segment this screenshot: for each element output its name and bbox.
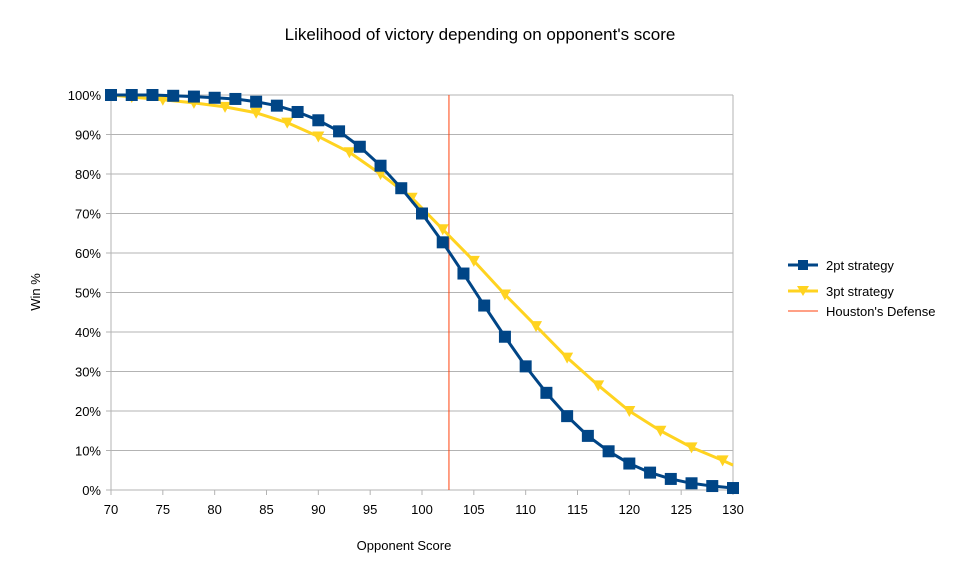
data-point-2pt xyxy=(208,91,221,104)
x-tick-label: 110 xyxy=(515,502,536,517)
data-point-3pt xyxy=(156,94,169,106)
legend-label: 2pt strategy xyxy=(826,258,894,273)
data-point-2pt xyxy=(229,92,242,105)
grid xyxy=(106,94,734,495)
data-point-3pt xyxy=(592,380,605,392)
data-point-2pt xyxy=(581,429,594,442)
x-tick-label: 85 xyxy=(259,502,273,517)
data-point-2pt xyxy=(187,90,200,103)
chart-title: Likelihood of victory depending on oppon… xyxy=(285,25,676,44)
data-point-3pt xyxy=(219,101,232,113)
legend-marker-square xyxy=(798,260,808,270)
data-point-2pt xyxy=(416,207,428,220)
data-point-2pt xyxy=(664,472,677,485)
x-tick-label: 130 xyxy=(722,502,744,517)
data-point-2pt xyxy=(727,482,739,495)
x-tick-label: 90 xyxy=(311,502,325,517)
data-point-3pt xyxy=(343,147,356,159)
data-point-2pt xyxy=(498,330,511,343)
data-point-2pt xyxy=(250,95,263,108)
legend-label: 3pt strategy xyxy=(826,284,894,299)
data-point-2pt xyxy=(125,89,138,101)
data-point-2pt xyxy=(623,457,636,470)
data-point-3pt xyxy=(374,169,387,180)
x-tick-label: 120 xyxy=(618,502,640,517)
legend-label: Houston's Defense xyxy=(826,304,935,319)
x-axis-label: Opponent Score xyxy=(357,538,452,553)
y-tick-label: 10% xyxy=(75,444,101,459)
y-tick-label: 80% xyxy=(75,167,101,182)
data-point-3pt xyxy=(685,442,698,454)
data-point-3pt xyxy=(281,117,294,129)
data-point-3pt xyxy=(623,406,636,417)
data-point-3pt xyxy=(436,224,449,236)
data-point-2pt xyxy=(706,480,719,493)
data-point-2pt xyxy=(478,299,491,312)
y-tick-label: 100% xyxy=(68,88,102,103)
y-axis-ticks: 0% 10% 20% 30% 40% 50% 60% 70% 80% 90% 100% xyxy=(68,88,102,498)
x-tick-label: 125 xyxy=(670,502,692,517)
x-tick-label: 70 xyxy=(104,502,118,517)
series-line-2pt xyxy=(111,93,734,490)
x-tick-label: 80 xyxy=(207,502,221,517)
data-point-2pt xyxy=(457,267,470,280)
data-point-2pt xyxy=(312,114,325,127)
y-tick-label: 90% xyxy=(75,128,101,143)
data-point-2pt xyxy=(436,236,449,249)
data-point-3pt xyxy=(467,255,480,267)
x-tick-label: 115 xyxy=(567,502,588,517)
data-point-2pt xyxy=(270,99,283,112)
data-point-2pt xyxy=(395,182,408,195)
x-tick-label: 100 xyxy=(411,502,433,517)
y-tick-label: 40% xyxy=(75,325,101,340)
data-point-3pt xyxy=(716,455,729,467)
y-tick-label: 0% xyxy=(82,483,101,498)
x-tick-label: 75 xyxy=(156,502,170,517)
y-tick-label: 60% xyxy=(75,246,101,261)
data-point-2pt xyxy=(291,105,304,118)
data-point-2pt xyxy=(374,159,387,172)
series-line-3pt xyxy=(110,93,734,467)
data-point-3pt xyxy=(312,131,325,143)
data-point-2pt xyxy=(685,477,698,490)
x-tick-label: 95 xyxy=(363,502,377,517)
data-point-3pt xyxy=(561,352,574,364)
x-tick-label: 105 xyxy=(463,502,485,517)
data-point-3pt xyxy=(654,425,667,437)
data-point-2pt xyxy=(167,89,180,102)
data-point-3pt xyxy=(250,107,263,119)
data-point-2pt xyxy=(146,89,159,101)
y-axis-label: Win % xyxy=(28,273,43,311)
data-point-2pt xyxy=(353,140,366,153)
data-point-2pt xyxy=(333,125,346,138)
legend-marker-triangle xyxy=(797,286,809,296)
data-point-2pt xyxy=(540,386,553,399)
series-group xyxy=(105,89,739,495)
legend: 2pt strategy 3pt strategy Houston's Defens… xyxy=(788,258,935,319)
data-point-3pt xyxy=(498,289,511,301)
y-tick-label: 20% xyxy=(75,404,101,419)
data-point-2pt xyxy=(644,466,657,479)
y-tick-label: 30% xyxy=(75,365,101,380)
data-point-2pt xyxy=(105,89,117,101)
data-point-3pt xyxy=(530,321,543,333)
data-point-2pt xyxy=(519,360,532,373)
data-point-2pt xyxy=(602,445,615,458)
y-tick-label: 70% xyxy=(75,207,101,222)
data-point-2pt xyxy=(561,410,574,423)
x-axis-ticks: 70 75 80 85 90 95 100 105 110 115 120 125 130 xyxy=(104,502,744,517)
y-tick-label: 50% xyxy=(75,286,101,301)
